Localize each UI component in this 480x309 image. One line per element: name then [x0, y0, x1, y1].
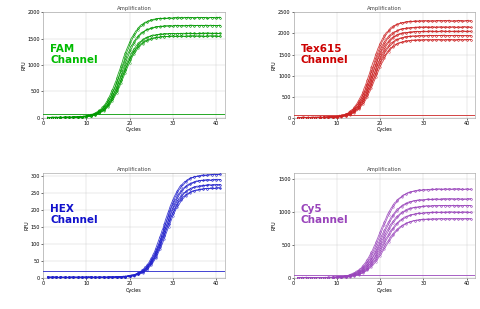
X-axis label: Cycles: Cycles — [126, 127, 142, 132]
Title: Amplification: Amplification — [367, 167, 402, 171]
Title: Amplification: Amplification — [117, 6, 151, 11]
X-axis label: Cycles: Cycles — [377, 288, 392, 293]
Y-axis label: RFU: RFU — [272, 60, 276, 70]
Text: FAM
Channel: FAM Channel — [50, 44, 98, 65]
X-axis label: Cycles: Cycles — [126, 288, 142, 293]
Title: Amplification: Amplification — [367, 6, 402, 11]
Y-axis label: RFU: RFU — [24, 221, 29, 230]
Text: HEX
Channel: HEX Channel — [50, 204, 98, 225]
Y-axis label: RFU: RFU — [272, 221, 276, 230]
X-axis label: Cycles: Cycles — [377, 127, 392, 132]
Title: Amplification: Amplification — [117, 167, 151, 171]
Text: Tex615
Channel: Tex615 Channel — [301, 44, 348, 65]
Y-axis label: RFU: RFU — [21, 60, 26, 70]
Text: Cy5
Channel: Cy5 Channel — [301, 204, 348, 225]
